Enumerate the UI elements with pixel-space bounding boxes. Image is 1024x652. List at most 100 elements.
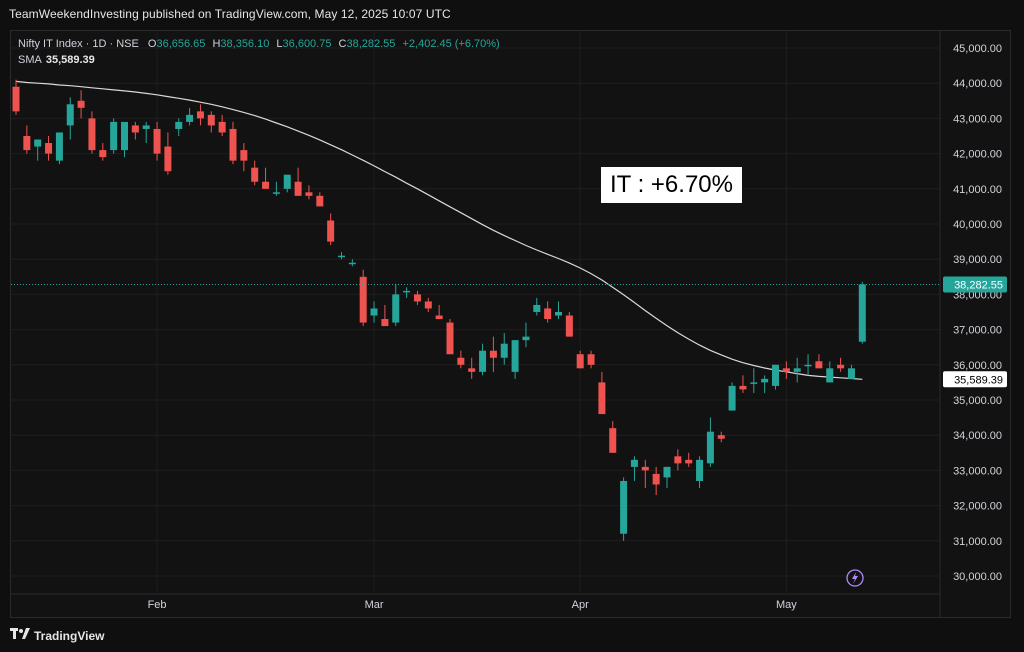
candle-body — [110, 121, 118, 151]
low-value: 36,600.75 — [282, 38, 332, 50]
candle-body — [175, 121, 183, 129]
open-label: O — [147, 38, 157, 50]
legend-sma-row[interactable]: SMA 35,589.39 — [18, 52, 504, 68]
candle-body — [327, 220, 335, 242]
candle-body — [207, 114, 215, 126]
price-markers: 38,282.55 35,589.39 — [11, 276, 1007, 587]
candle-body — [620, 480, 628, 534]
x-tick-label: Apr — [572, 599, 589, 611]
sma-label: SMA — [18, 54, 42, 66]
high-value: 38,356.10 — [220, 38, 270, 50]
candle-body — [55, 132, 63, 161]
y-axis: 30,000.00 31,000.00 32,000.00 33,000.00 34,0… — [953, 43, 1002, 583]
high-label: H — [212, 38, 221, 50]
candle-body — [186, 114, 194, 122]
candle-body — [630, 459, 638, 467]
candle-body — [652, 473, 660, 485]
y-tick-label: 34,000.00 — [953, 430, 1002, 442]
candle-body — [196, 111, 204, 119]
legend-symbol[interactable]: Nifty IT Index · 1D · NSE — [18, 38, 139, 50]
candle-body — [131, 125, 139, 133]
candle-body — [381, 319, 389, 327]
candle-body — [858, 284, 866, 342]
candle-body — [674, 456, 682, 464]
candle-body — [750, 382, 758, 384]
candle-body — [815, 361, 823, 369]
candle-body — [837, 364, 845, 369]
candle-body — [663, 466, 671, 478]
y-tick-label: 37,000.00 — [953, 325, 1002, 337]
candle-body — [609, 428, 617, 453]
candle-body — [717, 435, 725, 439]
candle-body — [121, 121, 128, 151]
sma-price-label: 35,589.39 — [954, 374, 1003, 386]
candle-body — [598, 382, 606, 415]
candle-body — [45, 143, 53, 154]
grid-lines — [11, 31, 941, 617]
candle-body — [262, 181, 270, 189]
footer-brand[interactable]: TradingView — [10, 628, 104, 643]
change-value: +2,402.45 (+6.70%) — [402, 38, 500, 50]
candle-body — [359, 276, 367, 323]
candle-body — [240, 150, 248, 161]
y-tick-label: 43,000.00 — [953, 113, 1002, 125]
candle-body — [77, 100, 85, 108]
candle-body — [544, 308, 552, 320]
candle-body — [522, 336, 530, 341]
candle-body — [565, 315, 573, 337]
candle-body — [772, 364, 779, 386]
candle-body — [251, 167, 259, 182]
candle-body — [489, 350, 497, 358]
annotation-box[interactable]: IT : +6.70% — [601, 167, 742, 203]
candle-body — [706, 431, 714, 464]
candle-body — [479, 350, 487, 372]
y-tick-label: 44,000.00 — [953, 78, 1002, 90]
candle-body — [99, 150, 107, 158]
x-tick-label: Mar — [365, 599, 384, 611]
candle-body — [88, 118, 96, 151]
candle-body — [403, 290, 411, 293]
lightning-icon[interactable] — [846, 569, 864, 587]
candle-body — [804, 364, 812, 367]
low-label: L — [276, 38, 283, 50]
candle-body — [272, 192, 280, 194]
y-tick-label: 31,000.00 — [953, 536, 1002, 548]
y-tick-label: 40,000.00 — [953, 219, 1002, 231]
y-tick-label: 33,000.00 — [953, 465, 1002, 477]
candle-body — [555, 312, 562, 316]
candle-body — [66, 104, 74, 126]
open-value: 36,656.65 — [156, 38, 206, 50]
y-tick-label: 35,000.00 — [953, 395, 1002, 407]
sma-value: 35,589.39 — [45, 54, 95, 66]
candle-body — [847, 368, 855, 379]
candle-body — [782, 368, 790, 372]
candle-body — [218, 121, 226, 133]
legend-ohlc-row: Nifty IT Index · 1D · NSE O36,656.65 H38… — [18, 36, 504, 52]
legend: Nifty IT Index · 1D · NSE O36,656.65 H38… — [18, 36, 504, 68]
candle-body — [229, 128, 237, 161]
candle-body — [587, 354, 595, 365]
y-tick-label: 45,000.00 — [953, 43, 1002, 55]
candle-body — [533, 304, 541, 312]
candle-body — [23, 136, 31, 151]
candle-body — [142, 125, 150, 129]
candle-body — [739, 385, 747, 390]
candle-body — [500, 343, 508, 358]
lightning-icon-bolt — [852, 572, 858, 584]
y-tick-label: 36,000.00 — [953, 360, 1002, 372]
candle-body — [446, 322, 454, 355]
candle-body — [435, 315, 443, 320]
publish-line: TeamWeekendInvesting published on Tradin… — [9, 7, 451, 21]
last-price-label: 38,282.55 — [954, 279, 1003, 291]
candle-body — [283, 174, 291, 189]
candle-body — [305, 192, 313, 196]
candle-body — [641, 466, 649, 471]
x-tick-label: May — [776, 599, 797, 611]
y-tick-label: 30,000.00 — [953, 571, 1002, 583]
sma-price-tag — [943, 371, 1007, 388]
y-tick-label: 42,000.00 — [953, 149, 1002, 161]
y-tick-label: 32,000.00 — [953, 501, 1002, 513]
footer-brand-label: TradingView — [34, 628, 105, 643]
close-label: C — [338, 38, 347, 50]
